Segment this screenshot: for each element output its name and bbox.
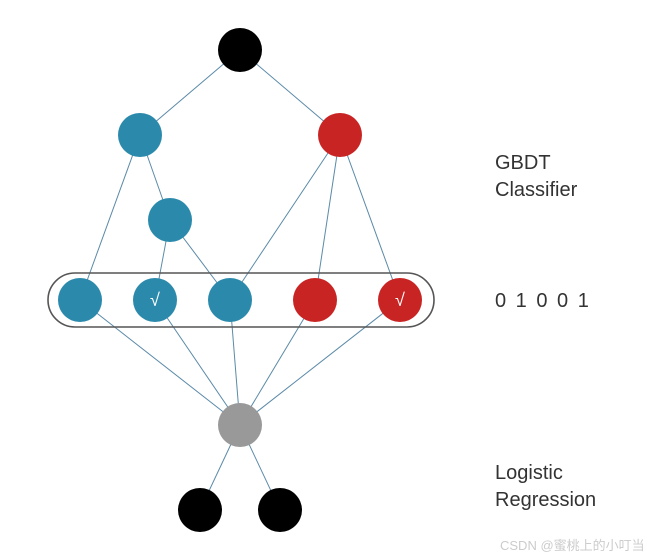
- node-L1b: [318, 113, 362, 157]
- gbdt-label-line2: Classifier: [495, 177, 577, 204]
- edge: [340, 135, 400, 300]
- node-lr: [218, 403, 262, 447]
- encoding-label: 0 1 0 0 1: [495, 290, 591, 313]
- node-label-leaf5: √: [395, 290, 405, 310]
- node-out2: [258, 488, 302, 532]
- node-leaf4: [293, 278, 337, 322]
- node-leaf1: [58, 278, 102, 322]
- logistic-label: Logistic Regression: [495, 460, 596, 514]
- node-root: [218, 28, 262, 72]
- gbdt-label: GBDT Classifier: [495, 150, 577, 204]
- node-leaf3: [208, 278, 252, 322]
- edge: [80, 135, 140, 300]
- node-label-leaf2: √: [150, 290, 160, 310]
- node-out1: [178, 488, 222, 532]
- logistic-label-line2: Regression: [495, 487, 596, 514]
- logistic-label-line1: Logistic: [495, 460, 596, 487]
- gbdt-label-line1: GBDT: [495, 150, 577, 177]
- edge: [230, 135, 340, 300]
- watermark-text: CSDN @蜜桃上的小叮当: [500, 535, 645, 554]
- edge: [315, 135, 340, 300]
- node-L2a: [148, 198, 192, 242]
- node-L1a: [118, 113, 162, 157]
